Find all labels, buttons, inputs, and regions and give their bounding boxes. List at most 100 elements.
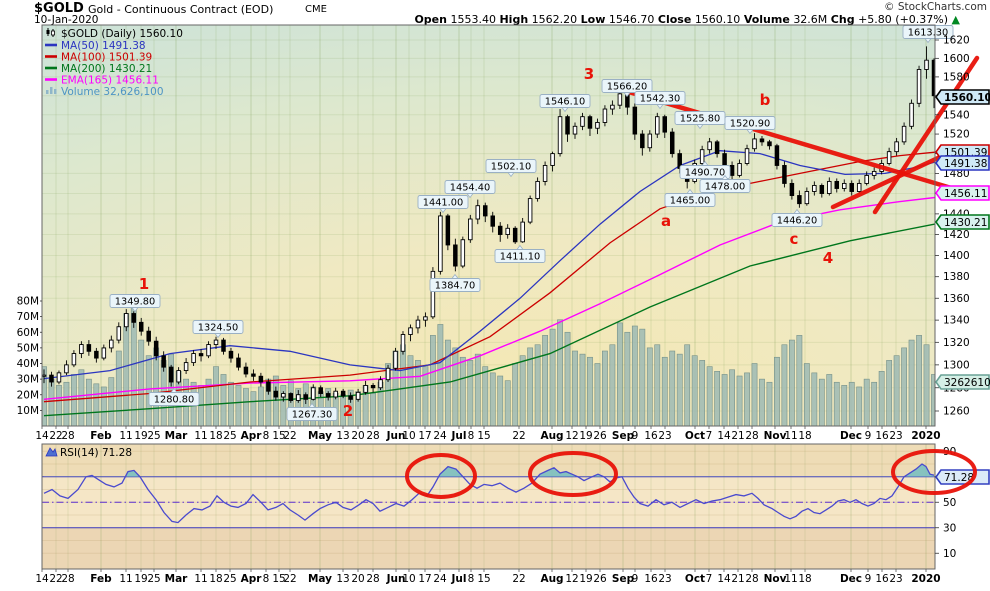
date-tick-label: 25	[147, 430, 160, 442]
date-tick-label: Jul	[451, 573, 467, 585]
chart-title: Gold - Continuous Contract (EOD)	[88, 3, 274, 16]
date-tick-label: 11	[784, 430, 797, 442]
date-tick-label: Mar	[165, 573, 189, 585]
date-tick-label: 21	[731, 573, 744, 585]
value-box-shape	[935, 89, 990, 105]
date-tick-label: Apr	[241, 573, 263, 585]
volume-bar	[646, 347, 653, 426]
candle-body	[423, 316, 428, 321]
candle-body	[400, 334, 406, 352]
date-tick-label: 16	[644, 573, 658, 585]
callout-box	[494, 249, 546, 263]
candle-body	[490, 215, 495, 227]
candle-body	[587, 116, 593, 129]
volume-bar	[759, 378, 765, 426]
candle-body	[647, 133, 653, 149]
callout-box	[539, 94, 591, 108]
date-tick-label: 11	[194, 573, 207, 585]
candle-body	[161, 355, 166, 368]
price-callout: 1546.10	[539, 94, 591, 113]
date-tick-label: 8	[468, 573, 475, 585]
candle-body	[378, 379, 383, 389]
candle-body	[42, 374, 47, 377]
price-callout: 1267.30	[286, 402, 338, 421]
date-tick-label: 23	[658, 573, 671, 585]
candle-body	[856, 182, 862, 192]
volume-bar	[272, 375, 279, 426]
candle-body	[849, 182, 854, 192]
value-box-text: 1430.21	[944, 217, 987, 229]
candle-body	[288, 393, 294, 401]
candle-body	[767, 141, 772, 147]
volume-bar	[863, 378, 870, 426]
axis-value-box: 1456.11	[935, 185, 990, 201]
volume-bar	[138, 339, 145, 426]
high-label: High	[499, 13, 529, 26]
date-tick-label: 22	[283, 430, 296, 442]
price-annotations: 1349.80 1324.50 1280.80 1267.30 1441.00 1454.…	[109, 25, 954, 421]
volume-bar	[766, 381, 773, 426]
axis-value-box: 1491.38	[935, 155, 990, 171]
date-tick-label: 22	[49, 573, 62, 585]
date-tick-label: 28	[745, 573, 758, 585]
volume-bar	[572, 350, 578, 426]
volume-bar	[706, 366, 713, 426]
price-callout: 1324.50	[192, 320, 244, 339]
date-tick-label: Aug	[540, 573, 563, 585]
volume-bar	[684, 344, 691, 426]
rsi-axis-right: 9070503010	[935, 446, 956, 560]
date-tick-label: 19	[579, 430, 592, 442]
volume-bar	[497, 375, 504, 426]
callout-box	[664, 193, 716, 207]
volume-tick-label: 60M	[17, 327, 39, 339]
callout-box	[724, 116, 776, 130]
date-tick-label: Feb	[90, 573, 112, 585]
date-tick-label: 24	[433, 573, 447, 585]
candle-body	[266, 381, 271, 392]
callout-box	[679, 165, 731, 179]
date-tick-label: Mar	[165, 430, 189, 442]
ma200-line	[43, 223, 935, 417]
exchange: CME	[305, 4, 327, 15]
date-tick-label: 8	[263, 430, 270, 442]
volume-bar	[220, 374, 227, 426]
candle-body	[475, 205, 481, 220]
volume-bar	[579, 353, 586, 426]
date-tick-label: 11	[119, 573, 132, 585]
candle-body	[318, 387, 323, 394]
candle-body	[56, 372, 62, 383]
volume-bar	[826, 374, 833, 426]
volume-bar	[803, 363, 810, 426]
candle-body	[408, 327, 413, 335]
candle-body	[542, 165, 548, 182]
date-tick-label: 28	[366, 573, 379, 585]
candle-body	[310, 387, 316, 400]
candle-body	[512, 227, 518, 243]
date-tick-label: 19	[134, 573, 147, 585]
price-tick-label: 1480	[943, 168, 970, 180]
volume-bar	[856, 386, 863, 426]
date-tick-label: 7	[706, 573, 713, 585]
ma50-line	[43, 150, 935, 380]
red-wave-label: a	[661, 212, 671, 230]
volume-bar	[504, 380, 511, 426]
date-tick-label: 18	[798, 573, 811, 585]
volume-bar	[145, 355, 152, 426]
date-tick-label: 26	[593, 430, 607, 442]
date-tick-label: 14	[35, 430, 49, 442]
rsi-panel: RSI(14) 71.28	[41, 444, 935, 569]
volume-tick-label: 70M	[17, 311, 39, 323]
date-tick-label: 19	[579, 573, 592, 585]
candle-body	[64, 364, 69, 374]
volume-bar	[474, 353, 481, 426]
rsi-icon	[45, 447, 58, 457]
rsi-tick-label: 50	[943, 497, 956, 509]
volume-bar	[512, 363, 519, 426]
callout-text: 1446.20	[777, 216, 818, 227]
red-trendline	[830, 154, 943, 210]
date-tick-label: Nov	[764, 573, 787, 585]
candle-body	[86, 344, 92, 352]
date-tick-label: 23	[889, 430, 902, 442]
volume-bar	[549, 328, 556, 426]
candle-body	[49, 374, 54, 383]
